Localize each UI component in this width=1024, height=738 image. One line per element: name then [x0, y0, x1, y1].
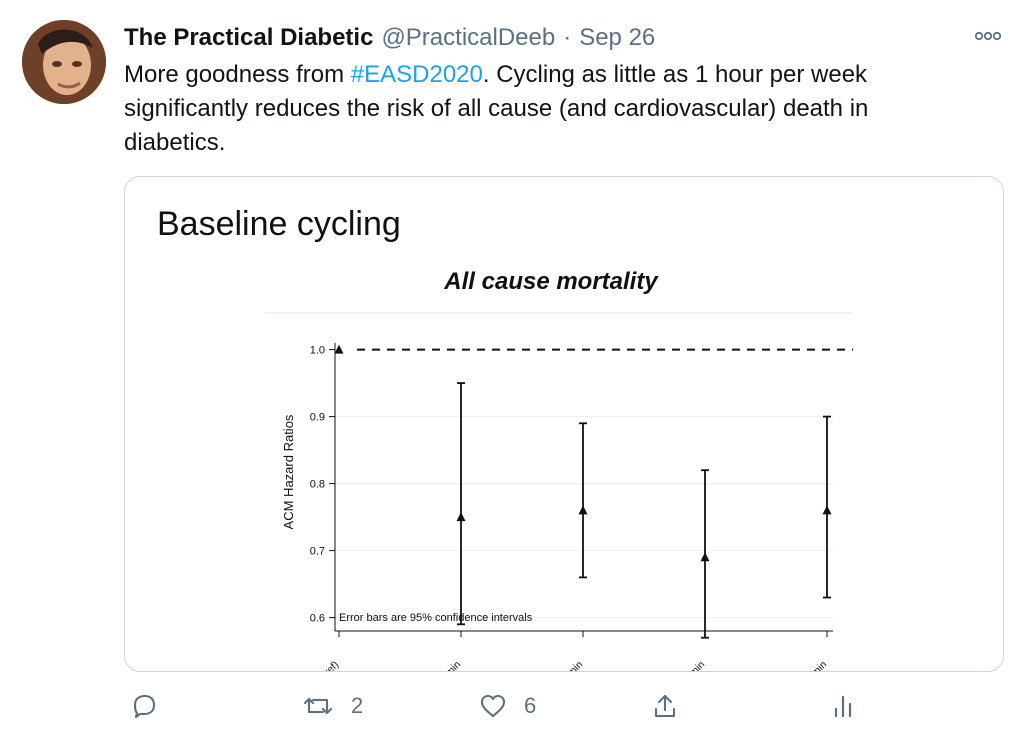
confidence-interval-note: Error bars are 95% confidence intervals: [339, 612, 533, 624]
data-point: [822, 505, 832, 515]
heart-icon: [480, 694, 506, 718]
avatar-image: [22, 20, 106, 104]
like-count: 6: [524, 693, 537, 718]
more-options-button[interactable]: [970, 24, 1006, 48]
y-tick-label: 0.9: [310, 412, 325, 424]
y-axis-label: ACM Hazard Ratios: [281, 414, 296, 529]
tweet-date[interactable]: Sep 26: [579, 24, 656, 51]
author-handle[interactable]: @PracticalDeeb: [381, 24, 556, 51]
y-tick-label: 0.6: [310, 613, 325, 625]
y-tick-label: 1.0: [310, 345, 325, 357]
x-tick-label: 299 min: [674, 659, 707, 671]
tweet-media[interactable]: Baseline cycling All cause mortality 0.6…: [124, 176, 1004, 672]
reply-icon: [133, 694, 156, 719]
slide-image: Baseline cycling All cause mortality 0.6…: [157, 205, 853, 671]
like-button[interactable]: 6: [478, 686, 536, 726]
hashtag-link[interactable]: #EASD2020: [350, 61, 483, 88]
header-separator: ·: [563, 24, 572, 51]
data-point: [456, 512, 466, 522]
tweet-header: The Practical Diabetic @PracticalDeeb · …: [124, 22, 655, 54]
x-tick-label: min (ref): [307, 659, 341, 671]
x-tick-label: 149 min: [552, 659, 585, 671]
y-tick-label: 0.7: [310, 546, 325, 558]
author-avatar[interactable]: [22, 20, 106, 104]
data-point: [334, 344, 344, 354]
tweet-actions: 2 6: [124, 686, 984, 726]
retweet-icon: [303, 697, 333, 715]
tweet-text: More goodness from #EASD2020. Cycling as…: [124, 58, 974, 160]
data-point: [700, 552, 710, 562]
retweet-count: 2: [351, 693, 364, 718]
chart-title: All cause mortality: [443, 268, 659, 295]
more-icon: [974, 31, 1002, 41]
share-icon: [654, 694, 676, 718]
author-name[interactable]: The Practical Diabetic: [124, 24, 374, 51]
x-tick-label: 1-59 min: [428, 659, 463, 671]
tweet-text-before: More goodness from: [124, 61, 351, 88]
share-button[interactable]: [651, 686, 679, 726]
data-point: [578, 505, 588, 515]
retweet-button[interactable]: 2: [301, 686, 363, 726]
y-tick-label: 0.8: [310, 479, 325, 491]
analytics-icon: [834, 695, 852, 718]
tweet-text-after: . Cycling as little as 1 hour per week s…: [124, 61, 869, 156]
x-tick-label: 300 min: [796, 659, 829, 671]
reply-button[interactable]: [130, 686, 158, 726]
slide-title: Baseline cycling: [157, 205, 401, 243]
analytics-button[interactable]: [829, 686, 857, 726]
